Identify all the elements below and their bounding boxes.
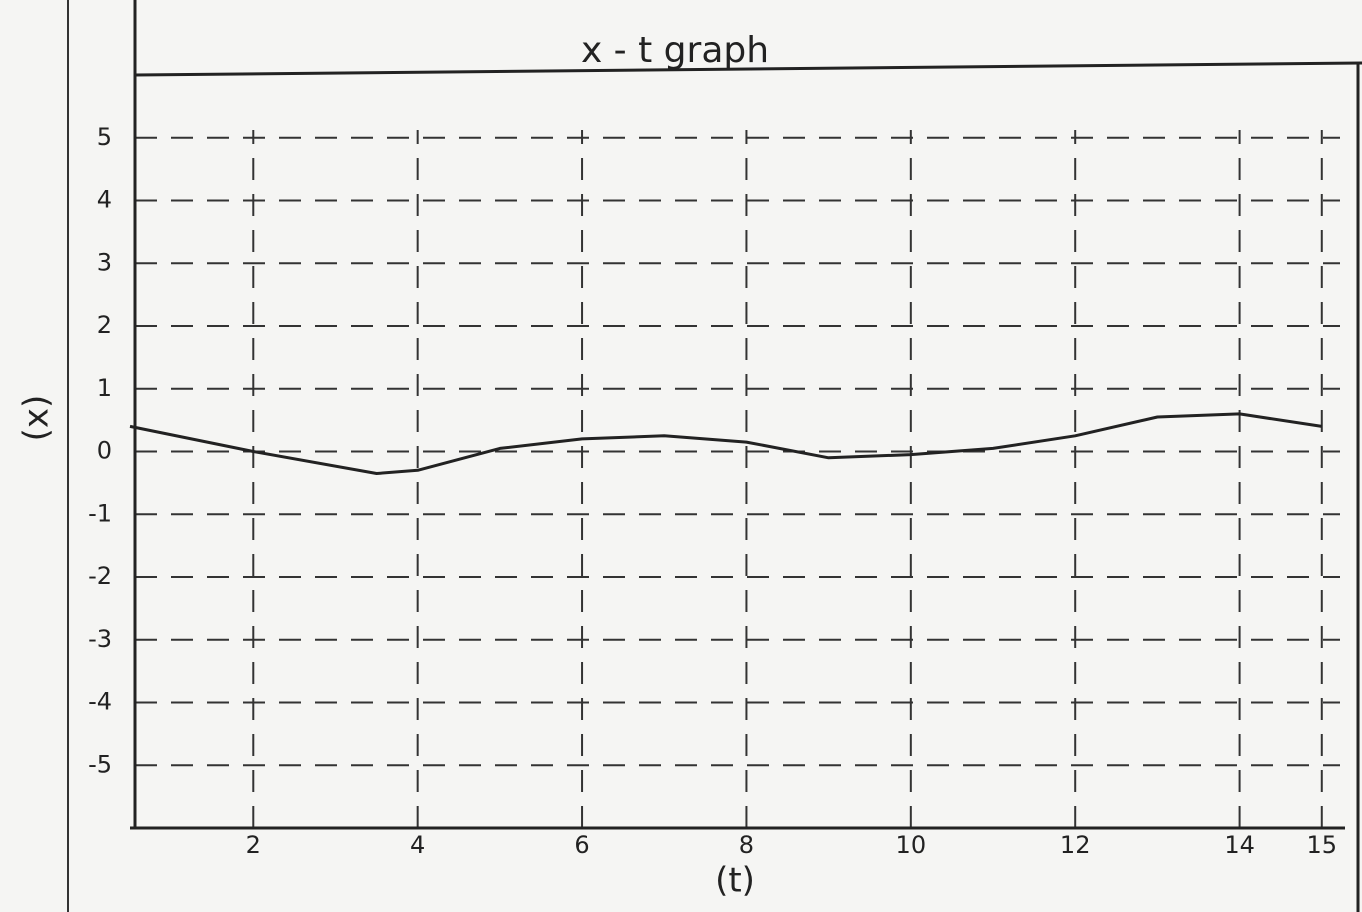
y-tick-label: -1: [88, 499, 112, 527]
x-axis-label: (t): [715, 861, 755, 901]
x-tick-label: 6: [574, 831, 589, 859]
y-tick-label: 4: [97, 186, 112, 214]
y-tick-label: -4: [88, 688, 112, 716]
y-tick-label: 2: [97, 311, 112, 339]
y-tick-label: 0: [97, 437, 112, 465]
y-tick-label: 3: [97, 248, 112, 276]
y-axis-label: (x): [17, 395, 57, 442]
chart-title: x - t graph: [581, 30, 769, 71]
x-tick-label: 10: [896, 831, 927, 859]
y-tick-label: 5: [97, 123, 112, 151]
x-tick-label: 4: [410, 831, 425, 859]
data-line: [129, 412, 1323, 475]
title-rule: [134, 61, 1362, 77]
y-tick-label: 1: [97, 374, 112, 402]
y-tick-label: -2: [88, 562, 112, 590]
y-tick-label: -3: [88, 625, 112, 653]
x-tick-label: 15: [1307, 831, 1338, 859]
x-tick-label: 8: [739, 831, 754, 859]
x-tick-label: 12: [1060, 831, 1091, 859]
x-tick-label: 14: [1224, 831, 1255, 859]
x-tick-label: 2: [246, 831, 261, 859]
y-tick-label: -5: [88, 750, 112, 778]
